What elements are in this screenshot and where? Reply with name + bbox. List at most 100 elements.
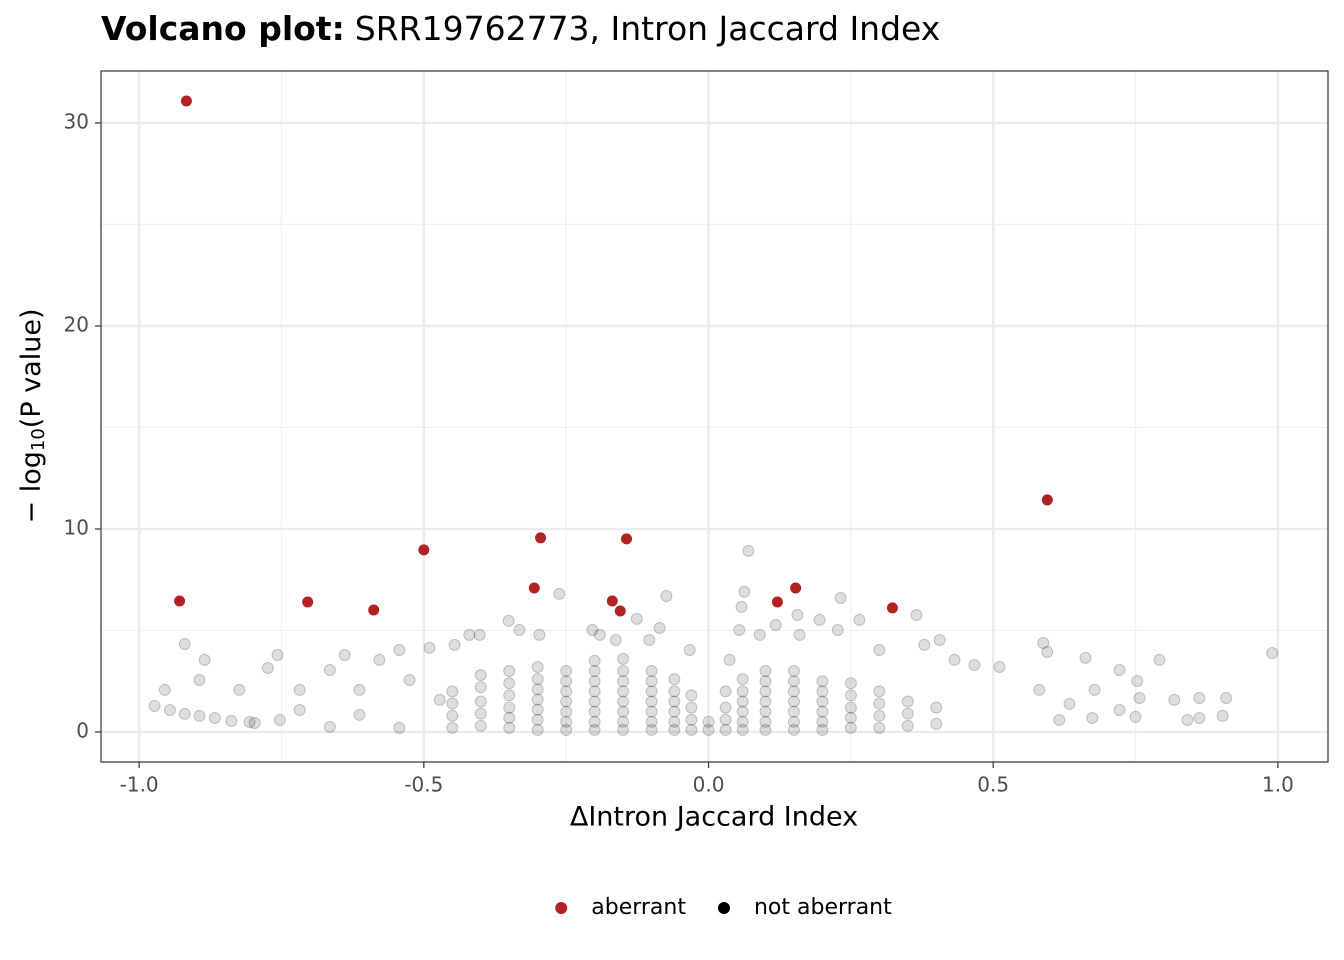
data-point xyxy=(353,683,366,696)
data-point xyxy=(531,660,544,673)
data-point xyxy=(668,705,681,718)
y-tick-label: 20 xyxy=(64,312,89,336)
data-point xyxy=(736,685,749,698)
data-point xyxy=(918,638,931,651)
data-point xyxy=(617,665,630,678)
data-point xyxy=(533,628,546,641)
data-point xyxy=(588,715,601,728)
data-point xyxy=(178,707,191,720)
data-point xyxy=(873,697,886,710)
data-point xyxy=(174,595,186,607)
data-point xyxy=(787,695,800,708)
data-point xyxy=(873,643,886,656)
data-point xyxy=(787,685,800,698)
data-point xyxy=(617,705,630,718)
data-point xyxy=(1216,709,1229,722)
data-point xyxy=(338,649,351,662)
data-point xyxy=(736,695,749,708)
data-point xyxy=(588,705,601,718)
data-point xyxy=(723,653,736,666)
data-point xyxy=(208,711,221,724)
data-point xyxy=(853,613,866,626)
data-point xyxy=(930,701,943,714)
data-point xyxy=(968,658,981,671)
data-point xyxy=(535,532,547,544)
data-point xyxy=(261,662,274,675)
data-point xyxy=(148,699,161,712)
data-point xyxy=(553,587,566,600)
data-point xyxy=(1053,713,1066,726)
data-point xyxy=(901,707,914,720)
data-point xyxy=(1193,692,1206,705)
data-point xyxy=(617,675,630,688)
data-point xyxy=(645,715,658,728)
data-point xyxy=(685,723,698,736)
data-point xyxy=(736,705,749,718)
data-point xyxy=(738,585,751,598)
data-point xyxy=(831,624,844,637)
data-point xyxy=(790,582,802,594)
data-point xyxy=(933,633,946,646)
data-point xyxy=(531,703,544,716)
data-point xyxy=(769,618,782,631)
data-point xyxy=(1063,697,1076,710)
data-point xyxy=(1133,692,1146,705)
data-point xyxy=(816,695,829,708)
x-tick-label: 0.0 xyxy=(693,773,725,797)
data-point xyxy=(233,683,246,696)
data-point xyxy=(886,602,898,614)
data-point xyxy=(645,723,658,736)
data-point xyxy=(593,628,606,641)
data-point xyxy=(609,633,622,646)
data-point xyxy=(531,683,544,696)
data-point xyxy=(503,721,516,734)
data-point xyxy=(243,716,256,729)
data-point xyxy=(816,705,829,718)
data-point xyxy=(368,604,380,616)
data-point xyxy=(816,723,829,736)
data-point xyxy=(1168,693,1181,706)
data-point xyxy=(759,685,772,698)
data-point xyxy=(1129,710,1142,723)
data-point xyxy=(993,660,1006,673)
data-point xyxy=(198,653,211,666)
x-tick-label: -1.0 xyxy=(120,773,159,797)
data-point xyxy=(393,643,406,656)
y-tick-label: 10 xyxy=(64,515,89,539)
data-point xyxy=(473,628,486,641)
data-point xyxy=(719,723,732,736)
data-point xyxy=(844,689,857,702)
data-point xyxy=(735,600,748,613)
legend: aberrant not aberrant xyxy=(555,895,892,920)
data-point xyxy=(1041,645,1054,658)
data-point xyxy=(643,633,656,646)
data-point xyxy=(1041,494,1053,506)
data-point xyxy=(560,675,573,688)
data-point xyxy=(645,695,658,708)
data-point xyxy=(771,596,783,608)
data-point xyxy=(614,605,626,617)
data-point xyxy=(653,622,666,635)
data-point xyxy=(685,713,698,726)
data-point xyxy=(1131,675,1144,688)
data-point xyxy=(844,701,857,714)
data-point xyxy=(163,704,176,717)
data-point xyxy=(873,721,886,734)
data-point xyxy=(474,719,487,732)
data-point xyxy=(668,723,681,736)
y-label-part: − log xyxy=(16,451,47,523)
x-tick-label: 1.0 xyxy=(1262,773,1294,797)
data-point xyxy=(1088,683,1101,696)
data-point xyxy=(787,715,800,728)
data-point xyxy=(503,711,516,724)
x-tick-label: 0.5 xyxy=(977,773,1009,797)
data-point xyxy=(293,704,306,717)
data-point xyxy=(474,707,487,720)
data-point xyxy=(736,715,749,728)
legend-label: not aberrant xyxy=(754,895,892,920)
data-point xyxy=(560,665,573,678)
data-point xyxy=(531,723,544,736)
data-point xyxy=(448,638,461,651)
legend-swatch xyxy=(717,902,730,914)
data-point xyxy=(816,685,829,698)
